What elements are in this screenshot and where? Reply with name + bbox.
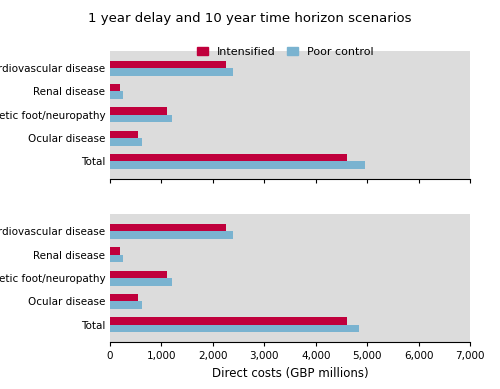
- Bar: [110, 131, 138, 138]
- Legend: Intensified, Poor control: Intensified, Poor control: [192, 42, 378, 61]
- Bar: [110, 68, 234, 75]
- Bar: [110, 91, 123, 99]
- Bar: [110, 84, 120, 91]
- Text: 1 year delay and 10 year time horizon scenarios: 1 year delay and 10 year time horizon sc…: [88, 12, 412, 25]
- Bar: [110, 301, 142, 309]
- Bar: [110, 107, 166, 115]
- Bar: [110, 271, 166, 278]
- Bar: [110, 154, 346, 161]
- Bar: [110, 294, 138, 301]
- Bar: [110, 161, 364, 169]
- Bar: [110, 278, 172, 286]
- Bar: [110, 224, 226, 231]
- Bar: [110, 317, 346, 325]
- Bar: [110, 138, 142, 145]
- Bar: [110, 325, 360, 332]
- Bar: [110, 61, 226, 68]
- Bar: [110, 255, 123, 262]
- Bar: [110, 115, 172, 122]
- X-axis label: Direct costs (GBP millions): Direct costs (GBP millions): [212, 367, 368, 380]
- Bar: [110, 247, 120, 255]
- Bar: [110, 231, 234, 239]
